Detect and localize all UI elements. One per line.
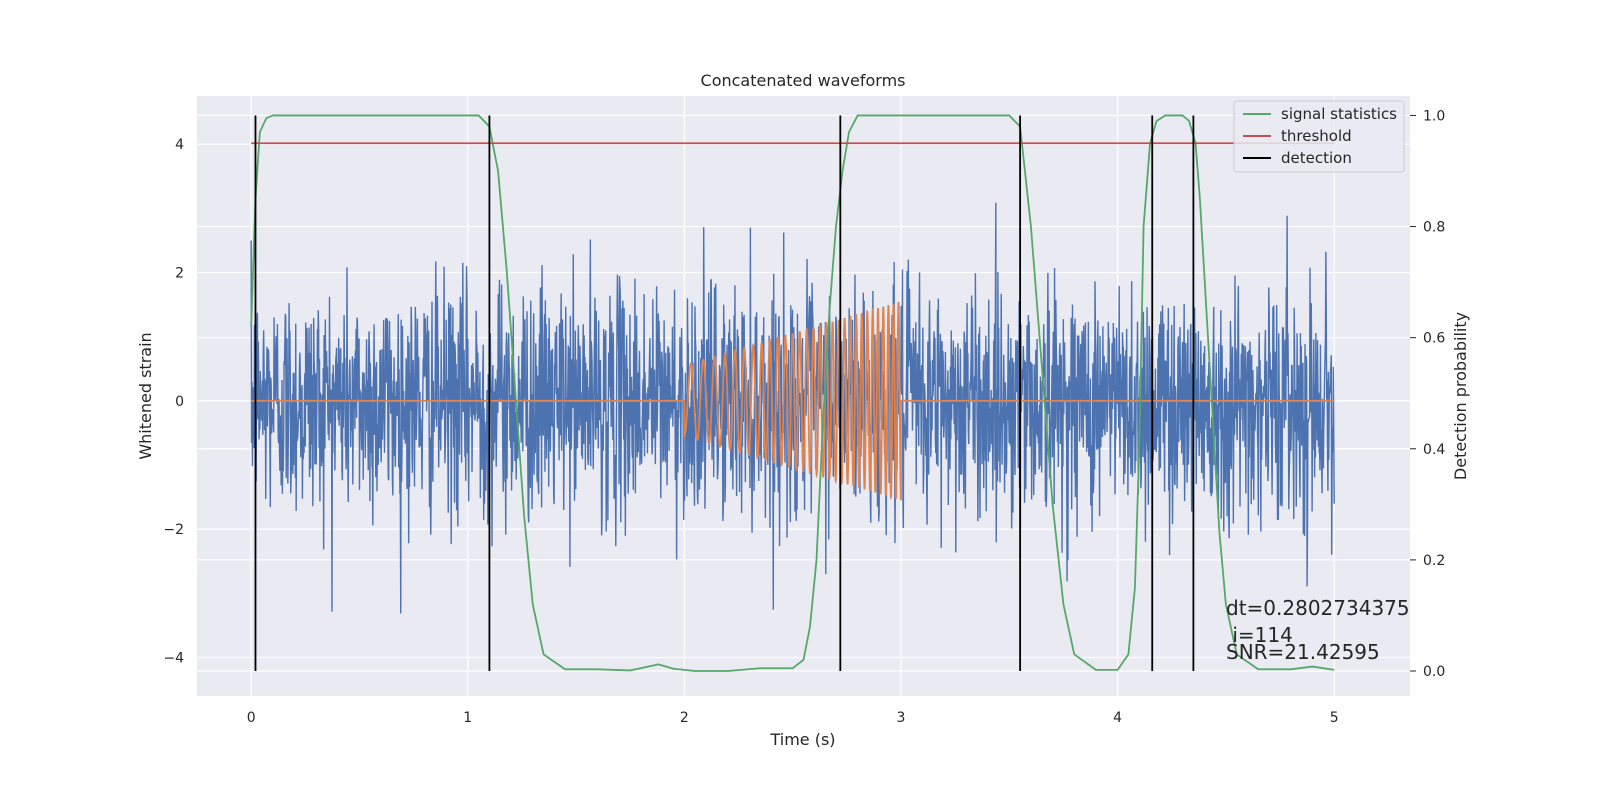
- signal-statistics-series: [250, 114, 1335, 672]
- y-right-tick-label-1: 0.2: [1423, 553, 1445, 569]
- chirp-template-line: [251, 302, 1335, 501]
- signal-statistics-line: [250, 114, 1335, 672]
- x-tick-label-1: 1: [463, 710, 472, 726]
- chirp-template-series: [251, 302, 1335, 501]
- x-tick-label-2: 2: [680, 710, 689, 726]
- y-right-tick-label-5: 1.0: [1423, 108, 1445, 124]
- x-tick-label-3: 3: [897, 710, 906, 726]
- y-right-tick-label-0: 0.0: [1423, 664, 1445, 680]
- legend: signal statistics threshold detection: [1233, 100, 1405, 173]
- ticks: 0 1 2 3 4 5 −4 −2 0 2 4 0.0 0.2 0.4 0.6 0.8 1.0: [163, 108, 1445, 726]
- annotation-snr: SNR=21.42595: [1226, 640, 1380, 664]
- x-tick-label-0: 0: [247, 710, 256, 726]
- annotation-block: dt=0.2802734375 i=114 SNR=21.42595: [1226, 596, 1410, 664]
- y-axis-label-right: Detection probability: [1451, 312, 1470, 480]
- y-axis-label-left: Whitened strain: [136, 332, 155, 459]
- y-left-tick-label-1: −2: [163, 522, 184, 538]
- y-left-tick-label-4: 4: [175, 137, 184, 153]
- detection-series: [254, 115, 1195, 671]
- x-tick-label-5: 5: [1330, 710, 1339, 726]
- legend-label-threshold: threshold: [1281, 127, 1352, 145]
- y-right-tick-label-4: 0.8: [1423, 220, 1445, 236]
- y-right-tick-label-3: 0.6: [1423, 331, 1445, 347]
- x-axis-label: Time (s): [769, 730, 835, 749]
- y-left-tick-label-0: −4: [163, 650, 184, 666]
- annotation-i: i=114: [1226, 623, 1293, 647]
- chart-title: Concatenated waveforms: [701, 71, 906, 90]
- x-tick-label-4: 4: [1113, 710, 1122, 726]
- legend-label-signal-statistics: signal statistics: [1281, 105, 1397, 123]
- legend-label-detection: detection: [1281, 149, 1352, 167]
- annotation-dt: dt=0.2802734375: [1226, 596, 1410, 620]
- legend-box: [1233, 100, 1405, 173]
- y-left-tick-label-2: 0: [175, 394, 184, 410]
- y-right-tick-label-2: 0.4: [1423, 442, 1445, 458]
- y-left-tick-label-3: 2: [175, 265, 184, 281]
